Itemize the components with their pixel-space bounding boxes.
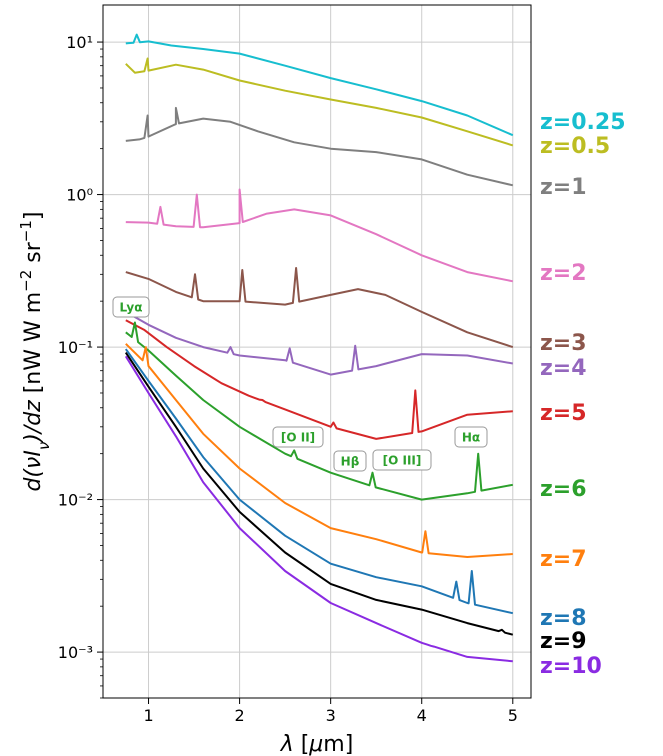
line-annotations: Lyα [O II] Hβ [O III] Hα xyxy=(112,296,488,472)
series-label: z=5 xyxy=(540,401,587,426)
x-tick-label: 1 xyxy=(143,706,153,725)
x-tick-label: 2 xyxy=(235,706,245,725)
x-axis-label: λ [μm] xyxy=(280,732,354,756)
series-label: z=0.25 xyxy=(540,110,626,135)
series-line-z-9 xyxy=(124,352,514,636)
annotation-label: Hα xyxy=(462,431,480,445)
y-axis-label: d(νIν)/dz [nW W m−2 sr−1] xyxy=(17,211,53,491)
series-line-z-5 xyxy=(125,319,513,440)
series-line-z-0-5 xyxy=(125,57,514,147)
series-line-z-7 xyxy=(125,343,513,558)
y-tick-label: 10⁻² xyxy=(58,491,93,510)
series-lines xyxy=(124,33,514,663)
series-line-z-0-25 xyxy=(125,33,514,137)
annotation-label: [O II] xyxy=(281,431,315,445)
series-label: z=10 xyxy=(540,654,602,679)
series-line-z-2 xyxy=(125,188,513,283)
annotation-box xyxy=(272,426,324,448)
annotation-label: [O III] xyxy=(383,454,422,468)
series-label: z=0.5 xyxy=(540,134,610,159)
series-label: z=1 xyxy=(540,175,587,200)
plot-frame xyxy=(102,4,532,699)
x-tick-label: 3 xyxy=(326,706,336,725)
series-line-z-1 xyxy=(125,106,514,187)
annotation-box xyxy=(372,449,432,471)
y-tick-label: 10⁻¹ xyxy=(58,338,93,357)
series-labels: z=0.25z=0.5 z=1 z=2 z=3z=4 z=5 z=6 z=7 z=8z=9z=… xyxy=(540,110,626,679)
series-line-z-10 xyxy=(124,355,513,663)
annotation-box xyxy=(333,450,367,472)
y-tick-label: 10¹ xyxy=(66,33,93,52)
series-label: z=3 xyxy=(540,331,587,356)
y-tick-label: 10⁰ xyxy=(66,186,93,205)
series-line-z-4 xyxy=(125,311,513,376)
series-label: z=8 xyxy=(540,606,587,631)
annotation-box xyxy=(454,426,488,448)
series-label: z=4 xyxy=(540,356,587,381)
annotation-label: Lyα xyxy=(120,301,143,315)
axis-ticks: 1 2 3 4 5 10¹ 10⁰ 10⁻¹ 10⁻² 10⁻³ xyxy=(58,33,518,725)
x-tick-label: 4 xyxy=(417,706,427,725)
grid-lines xyxy=(103,5,531,698)
series-label: z=2 xyxy=(540,261,587,286)
y-tick-label: 10⁻³ xyxy=(58,643,93,662)
series-label: z=7 xyxy=(540,547,587,572)
annotation-box xyxy=(112,296,150,318)
series-line-z-8 xyxy=(124,348,514,615)
series-label: z=9 xyxy=(540,629,587,654)
series-line-z-3 xyxy=(125,267,514,349)
series-label: z=6 xyxy=(540,477,587,502)
annotation-label: Hβ xyxy=(341,455,360,469)
x-tick-label: 5 xyxy=(508,706,518,725)
